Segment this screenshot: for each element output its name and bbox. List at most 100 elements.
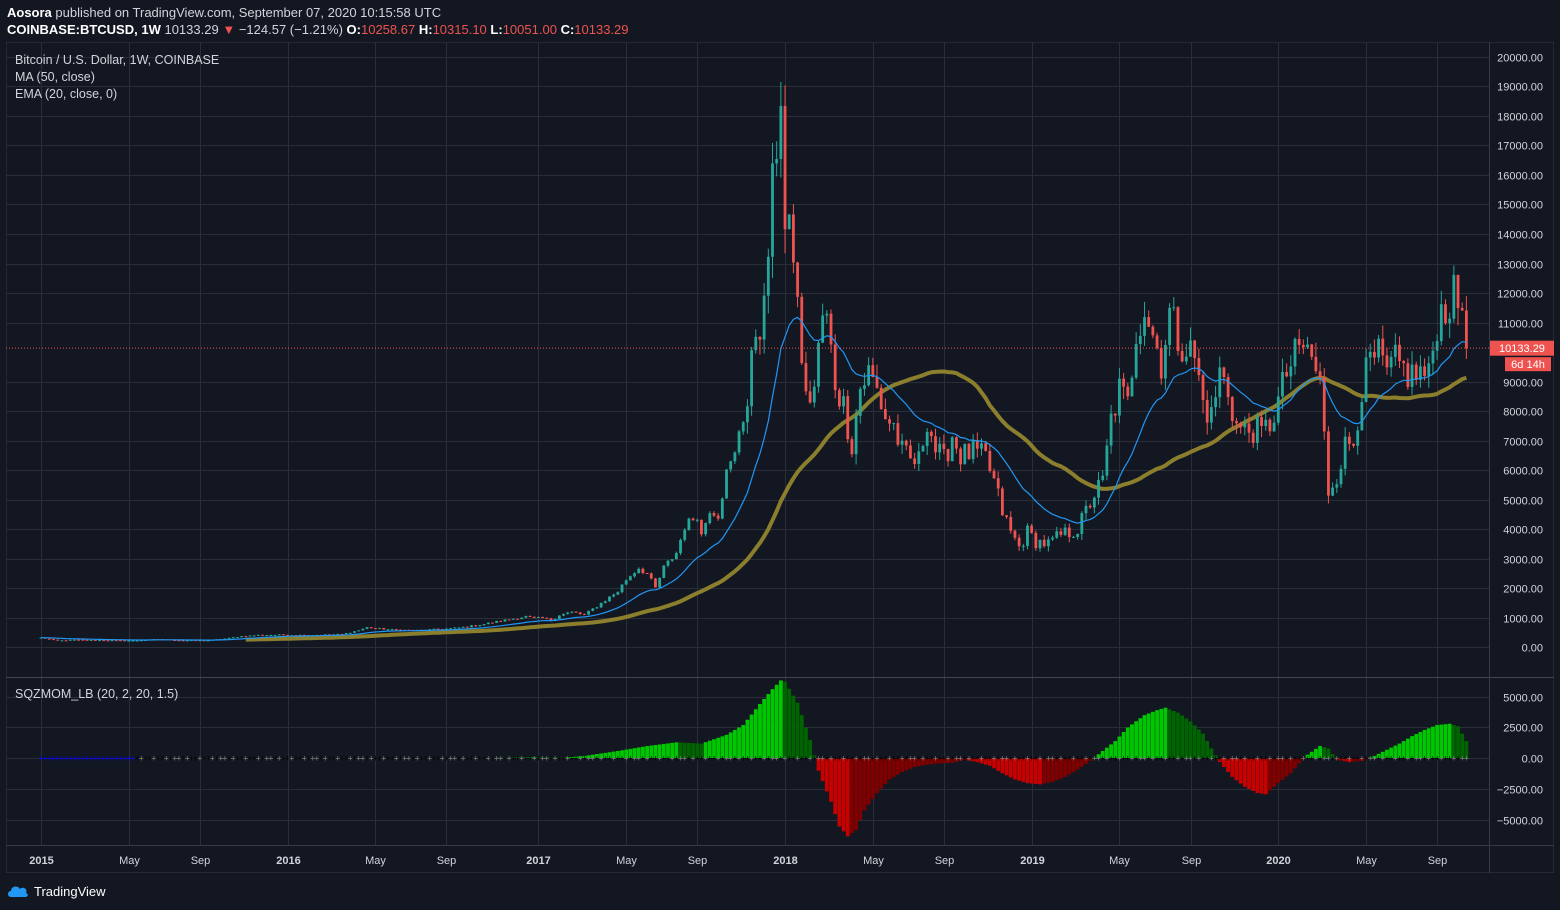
- momentum-bar-down[interactable]: [1059, 758, 1063, 779]
- candle-down[interactable]: [369, 627, 373, 629]
- candle-up[interactable]: [679, 539, 682, 554]
- momentum-bar-up[interactable]: [1192, 725, 1197, 759]
- candle-down[interactable]: [516, 618, 519, 620]
- symbol-label[interactable]: COINBASE:BTCUSD, 1W: [7, 22, 161, 37]
- candle-down[interactable]: [996, 478, 1000, 489]
- momentum-axis[interactable]: 5000.00 2500.00 0.00 −2500.00 −5000.00: [1497, 693, 1543, 828]
- candle-up[interactable]: [1105, 445, 1109, 476]
- candle-down[interactable]: [1205, 399, 1209, 423]
- momentum-bar-up[interactable]: [1150, 711, 1155, 759]
- candle-down[interactable]: [81, 639, 85, 641]
- candle-down[interactable]: [119, 640, 122, 642]
- candle-down[interactable]: [1126, 386, 1130, 397]
- candle-down[interactable]: [1385, 355, 1389, 368]
- candle-down[interactable]: [1147, 317, 1151, 327]
- momentum-bar-down[interactable]: [1079, 758, 1084, 767]
- momentum-bar-up[interactable]: [1431, 726, 1435, 759]
- momentum-bar-up[interactable]: [1414, 734, 1419, 759]
- momentum-bar-up[interactable]: [1138, 718, 1143, 759]
- candle-down[interactable]: [913, 458, 917, 464]
- momentum-bar-up[interactable]: [753, 709, 758, 759]
- momentum-bar-up[interactable]: [678, 742, 683, 759]
- candle-down[interactable]: [929, 431, 933, 437]
- momentum-bar-up[interactable]: [1389, 747, 1394, 759]
- candle-down[interactable]: [1226, 377, 1230, 398]
- momentum-bar-up[interactable]: [1155, 710, 1159, 759]
- candle-up[interactable]: [248, 635, 252, 637]
- momentum-bar-up[interactable]: [649, 745, 654, 759]
- momentum-bar-up[interactable]: [766, 694, 771, 759]
- momentum-bar-down[interactable]: [941, 758, 946, 764]
- candle-down[interactable]: [1239, 423, 1243, 428]
- momentum-bar-down[interactable]: [946, 758, 950, 763]
- candle-down[interactable]: [528, 615, 532, 617]
- momentum-bar-up[interactable]: [661, 743, 666, 759]
- candle-down[interactable]: [340, 633, 344, 635]
- momentum-bar-up[interactable]: [553, 757, 558, 759]
- momentum-bar-down[interactable]: [983, 758, 988, 765]
- momentum-bar-down[interactable]: [921, 758, 925, 766]
- momentum-bar-up[interactable]: [770, 689, 775, 759]
- momentum-bar-up[interactable]: [1322, 747, 1327, 759]
- candle-down[interactable]: [106, 640, 110, 642]
- momentum-bar-down[interactable]: [1364, 758, 1368, 760]
- candle-up[interactable]: [562, 613, 565, 616]
- candle-up[interactable]: [127, 640, 131, 642]
- candle-up[interactable]: [240, 636, 244, 638]
- momentum-bar-up[interactable]: [808, 739, 813, 759]
- momentum-bar-down[interactable]: [967, 758, 971, 761]
- candle-up[interactable]: [365, 627, 369, 629]
- momentum-bar-down[interactable]: [858, 758, 863, 821]
- candle-down[interactable]: [800, 296, 804, 364]
- momentum-bar-up[interactable]: [762, 699, 767, 759]
- candle-up[interactable]: [603, 601, 607, 603]
- momentum-bar-down[interactable]: [1230, 758, 1235, 777]
- momentum-bar-up[interactable]: [578, 756, 583, 759]
- momentum-bar-up[interactable]: [641, 746, 645, 759]
- candle-up[interactable]: [1364, 357, 1368, 403]
- candle-down[interactable]: [436, 628, 440, 630]
- momentum-bar-down[interactable]: [1075, 758, 1080, 770]
- candle-up[interactable]: [1389, 356, 1393, 368]
- candle-up[interactable]: [227, 637, 231, 639]
- momentum-bar-up[interactable]: [728, 732, 733, 759]
- momentum-bar-down[interactable]: [912, 758, 917, 768]
- candle-up[interactable]: [1360, 402, 1364, 431]
- candle-up[interactable]: [223, 638, 227, 640]
- candle-up[interactable]: [746, 406, 749, 423]
- momentum-bar-up[interactable]: [1305, 754, 1310, 759]
- momentum-bar-down[interactable]: [979, 758, 984, 764]
- candle-up[interactable]: [925, 431, 929, 446]
- momentum-bar-up[interactable]: [1201, 733, 1205, 759]
- candle-down[interactable]: [1423, 366, 1426, 376]
- momentum-bar-down[interactable]: [954, 758, 959, 762]
- momentum-bar-down[interactable]: [820, 758, 825, 782]
- momentum-bar-down[interactable]: [883, 758, 888, 784]
- candle-down[interactable]: [532, 616, 536, 618]
- candle-down[interactable]: [173, 639, 177, 641]
- momentum-bar-up[interactable]: [1209, 748, 1214, 759]
- candle-down[interactable]: [850, 439, 854, 455]
- momentum-bar-up[interactable]: [1205, 741, 1210, 759]
- momentum-bar-down[interactable]: [1021, 758, 1026, 782]
- momentum-bar-up[interactable]: [1397, 743, 1402, 759]
- candle-down[interactable]: [102, 640, 106, 642]
- momentum-bar-down[interactable]: [833, 758, 838, 815]
- candle-up[interactable]: [378, 627, 381, 629]
- candle-up[interactable]: [252, 635, 256, 637]
- candle-up[interactable]: [524, 615, 528, 618]
- momentum-bar-up[interactable]: [557, 757, 562, 759]
- candle-down[interactable]: [796, 262, 799, 297]
- candle-up[interactable]: [1214, 397, 1217, 408]
- candle-up[interactable]: [771, 163, 774, 257]
- candle-up[interactable]: [1343, 436, 1347, 469]
- momentum-bar-up[interactable]: [1443, 724, 1448, 759]
- candle-up[interactable]: [98, 640, 101, 642]
- candle-up[interactable]: [616, 592, 620, 595]
- momentum-bar-up[interactable]: [787, 688, 792, 759]
- candle-down[interactable]: [1151, 326, 1155, 336]
- momentum-bar-up[interactable]: [1180, 715, 1185, 759]
- candle-down[interactable]: [712, 513, 716, 516]
- momentum-bar-down[interactable]: [1268, 758, 1272, 791]
- momentum-bar-up[interactable]: [595, 754, 599, 759]
